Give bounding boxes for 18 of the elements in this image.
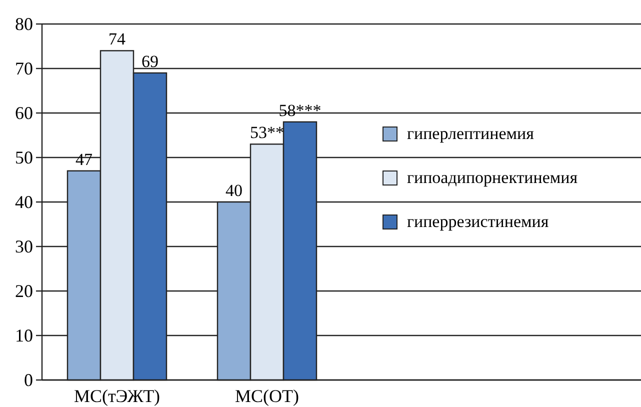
- y-tick-label: 0: [24, 370, 33, 390]
- y-tick-label: 50: [15, 148, 33, 168]
- y-tick-label: 10: [15, 326, 33, 346]
- x-tick-label: МС(ОТ): [235, 386, 299, 406]
- data-label: 74: [108, 30, 126, 49]
- data-label: 53**: [250, 123, 284, 142]
- y-tick-label: 60: [15, 103, 33, 123]
- y-tick-label: 40: [15, 192, 33, 212]
- legend-label: гипоадипорнектинемия: [407, 168, 578, 187]
- legend-label: гиперрезистинемия: [407, 212, 549, 231]
- y-tick-label: 30: [15, 236, 33, 256]
- data-label: 40: [226, 181, 242, 200]
- data-label: 69: [142, 52, 158, 71]
- y-tick-label: 80: [15, 14, 33, 34]
- legend-label: гиперлептинемия: [407, 124, 534, 143]
- y-tick-label: 20: [15, 281, 33, 301]
- x-tick-label: МС(тЭЖТ): [74, 386, 160, 406]
- y-tick-label: 70: [15, 58, 33, 78]
